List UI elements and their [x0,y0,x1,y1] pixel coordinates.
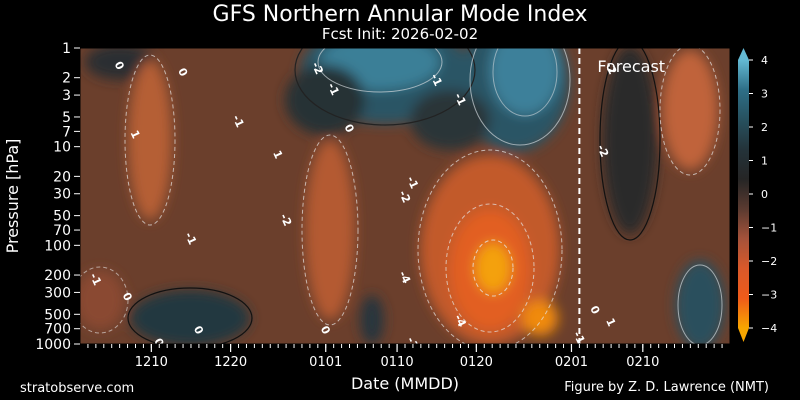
anomaly-field [80,48,725,344]
contour-label: -1 [87,271,104,288]
y-tick-label: 50 [53,209,71,225]
y-tick-label: 500 [44,307,71,323]
contour-label: -1 [230,113,247,130]
colorbar-tick-label: −3 [761,289,777,302]
y-tick-label: 20 [53,169,71,185]
contour-label: -2 [602,60,619,77]
contour-lines [80,48,723,344]
x-axis: 1210 1220 0101 0110 0120 0201 0210 [87,344,723,370]
x-tick-label: 0120 [460,355,493,370]
colorbar-tick-label: 2 [761,121,768,134]
x-tick-label: 0110 [381,355,414,370]
x-tick-label: 1210 [135,355,168,370]
colorbar-tick-label: −1 [761,222,777,235]
colorbar-tick-label: 0 [761,188,768,201]
contour-label: -4 [396,269,413,286]
y-tick-label: 100 [44,238,71,254]
contour-label: -4 [452,313,469,330]
plot-area: 00 -2-1-1-1-1 0-211-1-2-2-2-1-10000-4-4-30… [80,48,730,352]
colorbar-max-extension [738,48,749,60]
y-axis-label: Pressure [hPa] [3,139,22,254]
contour-label: -1 [570,329,587,346]
contour-label: -2 [277,212,294,229]
x-tick-label: 0101 [309,355,342,370]
y-tick-label: 200 [44,268,71,284]
footer-credit: Figure by Z. D. Lawrence (NMT) [564,380,769,395]
contour-labels: 00 -2-1-1-1-1 0-211-1-2-2-2-1-10000-4-4-30… [87,59,619,352]
x-tick-label: 0201 [555,355,588,370]
contour-label: -1 [452,91,469,108]
contour-label: -2 [594,143,611,160]
forecast-label: Forecast [597,57,665,76]
y-tick-label: 7 [62,124,71,140]
y-tick-label: 5 [62,110,71,126]
chart-subtitle: Fcst Init: 2026-02-02 [321,25,479,43]
colorbar-tick-label: −4 [761,322,777,335]
colorbar-ticks: 4 3 2 1 0 −1 −2 −3 −4 [749,54,777,335]
y-tick-label: 1 [62,41,71,57]
contour-label: -2 [309,60,326,77]
y-tick-label: 300 [44,285,71,301]
contour-label: -3 [404,335,421,352]
colorbar-tick-label: 3 [761,88,768,101]
y-tick-label: 2 [62,71,71,87]
colorbar-gradient [738,60,749,328]
y-tick-label: 30 [53,187,71,203]
colorbar: 4 3 2 1 0 −1 −2 −3 −4 [738,48,777,342]
contour-label: -1 [428,72,445,89]
x-tick-label: 0210 [626,355,659,370]
footer-site: stratobserve.com [20,381,135,396]
y-tick-label: 1000 [35,337,71,353]
colorbar-tick-label: −2 [761,255,777,268]
contour-label: -2 [396,188,413,205]
y-tick-label: 700 [44,322,71,338]
colorbar-tick-label: 1 [761,155,768,168]
colorbar-min-extension [738,328,749,342]
x-axis-label: Date (MMDD) [351,374,459,393]
contour-label: 0 [151,336,166,349]
y-tick-label: 70 [53,223,71,239]
contour-label: -1 [325,81,342,98]
y-tick-label: 10 [53,140,71,156]
chart-title: GFS Northern Annular Mode Index [212,2,588,27]
y-tick-label: 3 [62,88,71,104]
contour-label: -1 [182,230,199,247]
contour-label: -1 [404,174,421,191]
colorbar-tick-label: 4 [761,54,768,67]
x-tick-label: 1220 [214,355,247,370]
